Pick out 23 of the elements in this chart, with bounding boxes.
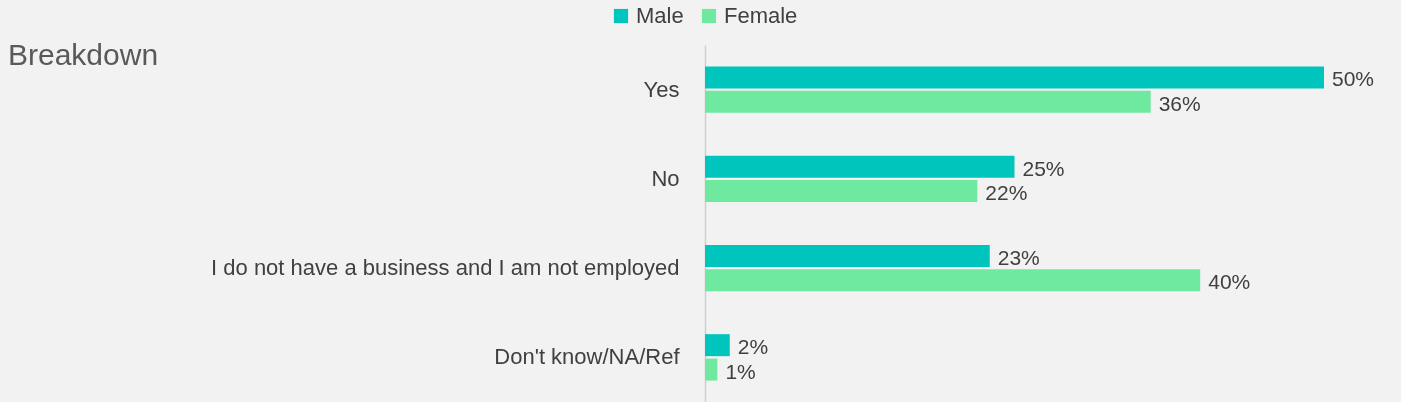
y-tick-label: Yes — [643, 76, 680, 102]
data-label: 25% — [1022, 156, 1065, 180]
bar — [705, 155, 1015, 178]
legend-label: Male — [636, 3, 684, 28]
bar — [705, 269, 1201, 292]
data-label: 40% — [1208, 270, 1251, 294]
y-tick-label: No — [651, 165, 680, 191]
bar — [705, 358, 718, 381]
data-label: 22% — [985, 181, 1028, 205]
bar — [705, 180, 978, 203]
y-tick-label: Don't know/NA/Ref — [494, 344, 681, 370]
bar — [705, 334, 730, 357]
bar — [705, 66, 1324, 89]
data-label: 2% — [737, 335, 769, 359]
text: Breakdown — [8, 38, 159, 72]
y-tick-label: I do not have a business and I am not employed — [211, 255, 680, 281]
data-label: 50% — [1332, 67, 1375, 91]
data-label: 36% — [1158, 91, 1201, 115]
bar — [705, 90, 1151, 113]
data-label: 23% — [997, 245, 1040, 269]
legend-label: Female — [724, 3, 798, 28]
data-label: 1% — [725, 359, 756, 383]
bar — [705, 244, 990, 267]
